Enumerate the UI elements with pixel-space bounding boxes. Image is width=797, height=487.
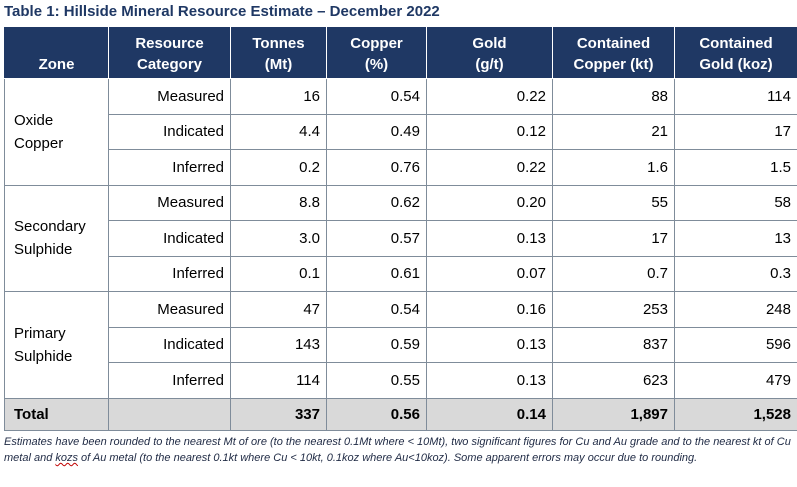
table-row: Oxide Copper Measured 16 0.54 0.22 88 114 [4,78,797,186]
table-row: Inferred 114 0.55 0.13 623 479 [5,362,797,399]
footnote: Estimates have been rounded to the neare… [4,434,793,466]
gold-grade-cell: 0.12 [426,113,553,150]
tonnes-cell: 16 [230,78,327,115]
footnote-text-part2: of Au metal (to the nearest 0.1kt where … [78,452,698,464]
gold-grade-cell: 0.13 [426,326,553,363]
table-row: Inferred 0.1 0.61 0.07 0.7 0.3 [5,255,797,292]
contained-copper-cell: 17 [552,220,675,257]
header-contained-copper: Contained Copper (kt) [552,27,675,79]
category-cell: Inferred [108,255,231,292]
total-label: Total [4,397,109,431]
gold-grade-cell: 0.07 [426,255,553,292]
tonnes-cell: 143 [230,326,327,363]
contained-gold-cell: 17 [674,113,797,150]
copper-grade-cell: 0.54 [326,291,427,328]
total-gold-grade-cell: 0.14 [426,397,553,431]
contained-gold-cell: 479 [674,362,797,399]
spellcheck-flagged-word: kozs [55,452,78,464]
gold-grade-cell: 0.16 [426,291,553,328]
total-row: Total 337 0.56 0.14 1,897 1,528 [4,397,797,431]
contained-copper-cell: 55 [552,184,675,221]
zone-cell-oxide-copper: Oxide Copper [4,78,109,186]
tonnes-cell: 114 [230,362,327,399]
tonnes-cell: 47 [230,291,327,328]
contained-gold-cell: 248 [674,291,797,328]
copper-grade-cell: 0.54 [326,78,427,115]
category-cell: Measured [108,184,231,221]
contained-copper-cell: 21 [552,113,675,150]
zone-cell-secondary-sulphide: Secondary Sulphide [4,184,109,292]
copper-grade-cell: 0.57 [326,220,427,257]
header-tonnes: Tonnes (Mt) [230,27,327,79]
tonnes-cell: 3.0 [230,220,327,257]
contained-copper-cell: 1.6 [552,149,675,186]
category-cell: Inferred [108,362,231,399]
header-row: Zone Resource Category Tonnes (Mt) Copper(… [4,27,797,79]
copper-grade-cell: 0.59 [326,326,427,363]
zone-cell-primary-sulphide: Primary Sulphide [4,291,109,399]
tonnes-cell: 8.8 [230,184,327,221]
header-contained-gold: Contained Gold (koz) [674,27,797,79]
gold-grade-cell: 0.13 [426,362,553,399]
total-category-cell [108,397,231,431]
total-contained-gold-cell: 1,528 [674,397,797,431]
tonnes-cell: 0.2 [230,149,327,186]
table-row: Secondary Sulphide Measured 8.8 0.62 0.20… [4,184,797,292]
table-row: Inferred 0.2 0.76 0.22 1.6 1.5 [5,149,797,186]
copper-grade-cell: 0.55 [326,362,427,399]
contained-copper-cell: 253 [552,291,675,328]
table-row: Indicated 4.4 0.49 0.12 21 17 [5,113,797,150]
category-cell: Measured [108,291,231,328]
header-copper: Copper (%) [326,27,427,79]
contained-gold-cell: 58 [674,184,797,221]
category-cell: Indicated [108,113,231,150]
table-row: Indicated 143 0.59 0.13 837 596 [5,326,797,363]
tonnes-cell: 0.1 [230,255,327,292]
copper-grade-cell: 0.61 [326,255,427,292]
contained-gold-cell: 0.3 [674,255,797,292]
total-copper-grade-cell: 0.56 [326,397,427,431]
gold-grade-cell: 0.22 [426,78,553,115]
gold-grade-cell: 0.22 [426,149,553,186]
total-contained-copper-cell: 1,897 [552,397,675,431]
gold-grade-cell: 0.20 [426,184,553,221]
contained-copper-cell: 623 [552,362,675,399]
header-gold: Gold (g/t) [426,27,553,79]
contained-copper-cell: 88 [552,78,675,115]
contained-gold-cell: 1.5 [674,149,797,186]
contained-gold-cell: 114 [674,78,797,115]
table-row: Primary Sulphide Measured 47 0.54 0.16 25… [4,291,797,399]
copper-grade-cell: 0.76 [326,149,427,186]
category-cell: Indicated [108,220,231,257]
contained-gold-cell: 596 [674,326,797,363]
category-cell: Inferred [108,149,231,186]
gold-grade-cell: 0.13 [426,220,553,257]
category-cell: Indicated [108,326,231,363]
header-resource-category: Resource Category [108,27,231,79]
table-title: Table 1: Hillside Mineral Resource Estim… [4,3,440,20]
category-cell: Measured [108,78,231,115]
footnote-text-part1: Estimates have been rounded to the neare… [4,436,791,464]
copper-grade-cell: 0.49 [326,113,427,150]
contained-copper-cell: 837 [552,326,675,363]
contained-copper-cell: 0.7 [552,255,675,292]
resource-table: Zone Resource Category Tonnes (Mt) Copper(… [4,27,797,431]
copper-grade-cell: 0.62 [326,184,427,221]
total-tonnes-cell: 337 [230,397,327,431]
table-row: Indicated 3.0 0.57 0.13 17 13 [5,220,797,257]
tonnes-cell: 4.4 [230,113,327,150]
header-zone: Zone [4,27,109,79]
contained-gold-cell: 13 [674,220,797,257]
